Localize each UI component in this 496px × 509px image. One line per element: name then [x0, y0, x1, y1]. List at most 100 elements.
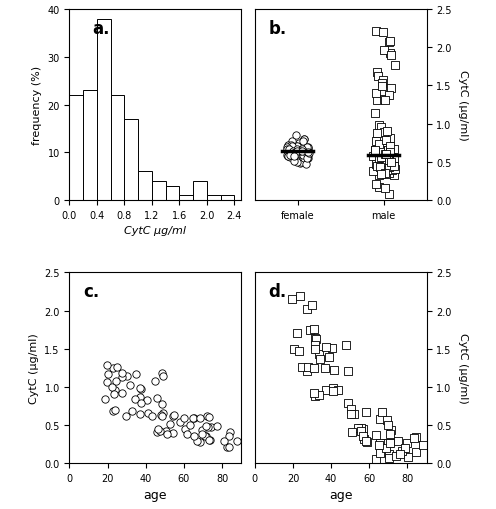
Point	[233, 437, 241, 445]
Point	[293, 146, 301, 154]
Point	[384, 163, 392, 172]
Point	[385, 439, 393, 447]
Point	[202, 421, 210, 430]
Point	[347, 405, 355, 413]
Point	[300, 146, 308, 154]
Point	[386, 430, 394, 438]
Point	[355, 425, 363, 433]
Point	[383, 160, 391, 168]
Point	[403, 439, 411, 447]
Point	[379, 29, 387, 37]
Point	[198, 430, 206, 438]
Point	[387, 52, 395, 60]
Point	[311, 334, 319, 342]
Point	[387, 84, 395, 93]
Point	[391, 165, 399, 174]
Point	[371, 110, 378, 118]
Point	[286, 146, 294, 154]
Point	[293, 153, 301, 161]
Point	[385, 439, 393, 447]
Point	[377, 171, 385, 179]
Point	[300, 136, 308, 144]
Bar	[69, 96, 83, 201]
Point	[153, 428, 161, 436]
Point	[296, 148, 304, 156]
Point	[372, 181, 380, 189]
Point	[286, 150, 294, 158]
Point	[381, 184, 389, 192]
Point	[113, 363, 121, 371]
Point	[290, 152, 298, 160]
Point	[373, 129, 381, 137]
Point	[287, 146, 295, 154]
Point	[304, 145, 311, 153]
Point	[302, 148, 310, 156]
Point	[287, 142, 295, 150]
Point	[298, 148, 306, 156]
Point	[298, 148, 306, 156]
Point	[380, 129, 388, 137]
Point	[391, 62, 399, 70]
Point	[170, 411, 178, 419]
Point	[357, 427, 365, 435]
Point	[311, 392, 319, 400]
Point	[299, 144, 307, 152]
Point	[101, 395, 109, 403]
Point	[376, 147, 384, 155]
Point	[296, 152, 304, 160]
Point	[373, 68, 381, 76]
Point	[136, 384, 144, 392]
Point	[374, 183, 382, 191]
Point	[104, 370, 112, 378]
Point	[183, 430, 190, 438]
Point	[300, 155, 308, 163]
Point	[385, 154, 393, 162]
Point	[376, 439, 384, 447]
Bar	[111, 96, 124, 201]
Point	[329, 387, 337, 395]
Point	[383, 165, 391, 174]
Point	[301, 147, 309, 155]
Point	[382, 160, 390, 168]
Point	[298, 148, 306, 156]
Point	[103, 361, 111, 370]
Point	[350, 411, 358, 419]
Point	[296, 292, 304, 300]
Point	[287, 149, 295, 157]
Point	[207, 422, 215, 431]
Point	[303, 305, 310, 313]
Point	[180, 414, 187, 422]
Point	[375, 154, 383, 162]
Point	[304, 151, 311, 159]
Point	[201, 432, 209, 440]
Point	[286, 149, 294, 157]
Point	[390, 146, 398, 154]
Point	[375, 441, 383, 449]
Point	[374, 166, 382, 175]
Point	[299, 150, 307, 158]
Point	[381, 171, 389, 179]
Point	[123, 372, 130, 380]
Point	[285, 146, 293, 154]
Point	[288, 148, 296, 156]
Point	[148, 412, 156, 420]
Point	[376, 449, 384, 458]
Point	[292, 143, 300, 151]
Point	[380, 96, 388, 104]
Text: d.: d.	[269, 282, 287, 300]
Point	[379, 152, 387, 160]
Point	[299, 143, 307, 151]
Point	[378, 83, 386, 91]
Point	[298, 148, 306, 156]
Point	[303, 151, 310, 159]
Point	[137, 385, 145, 393]
Point	[127, 407, 135, 415]
Bar	[97, 20, 111, 201]
Point	[284, 147, 292, 155]
Point	[385, 149, 393, 157]
Point	[297, 150, 305, 158]
Point	[380, 47, 388, 55]
Point	[162, 427, 170, 435]
Point	[298, 143, 306, 151]
Point	[132, 370, 140, 378]
